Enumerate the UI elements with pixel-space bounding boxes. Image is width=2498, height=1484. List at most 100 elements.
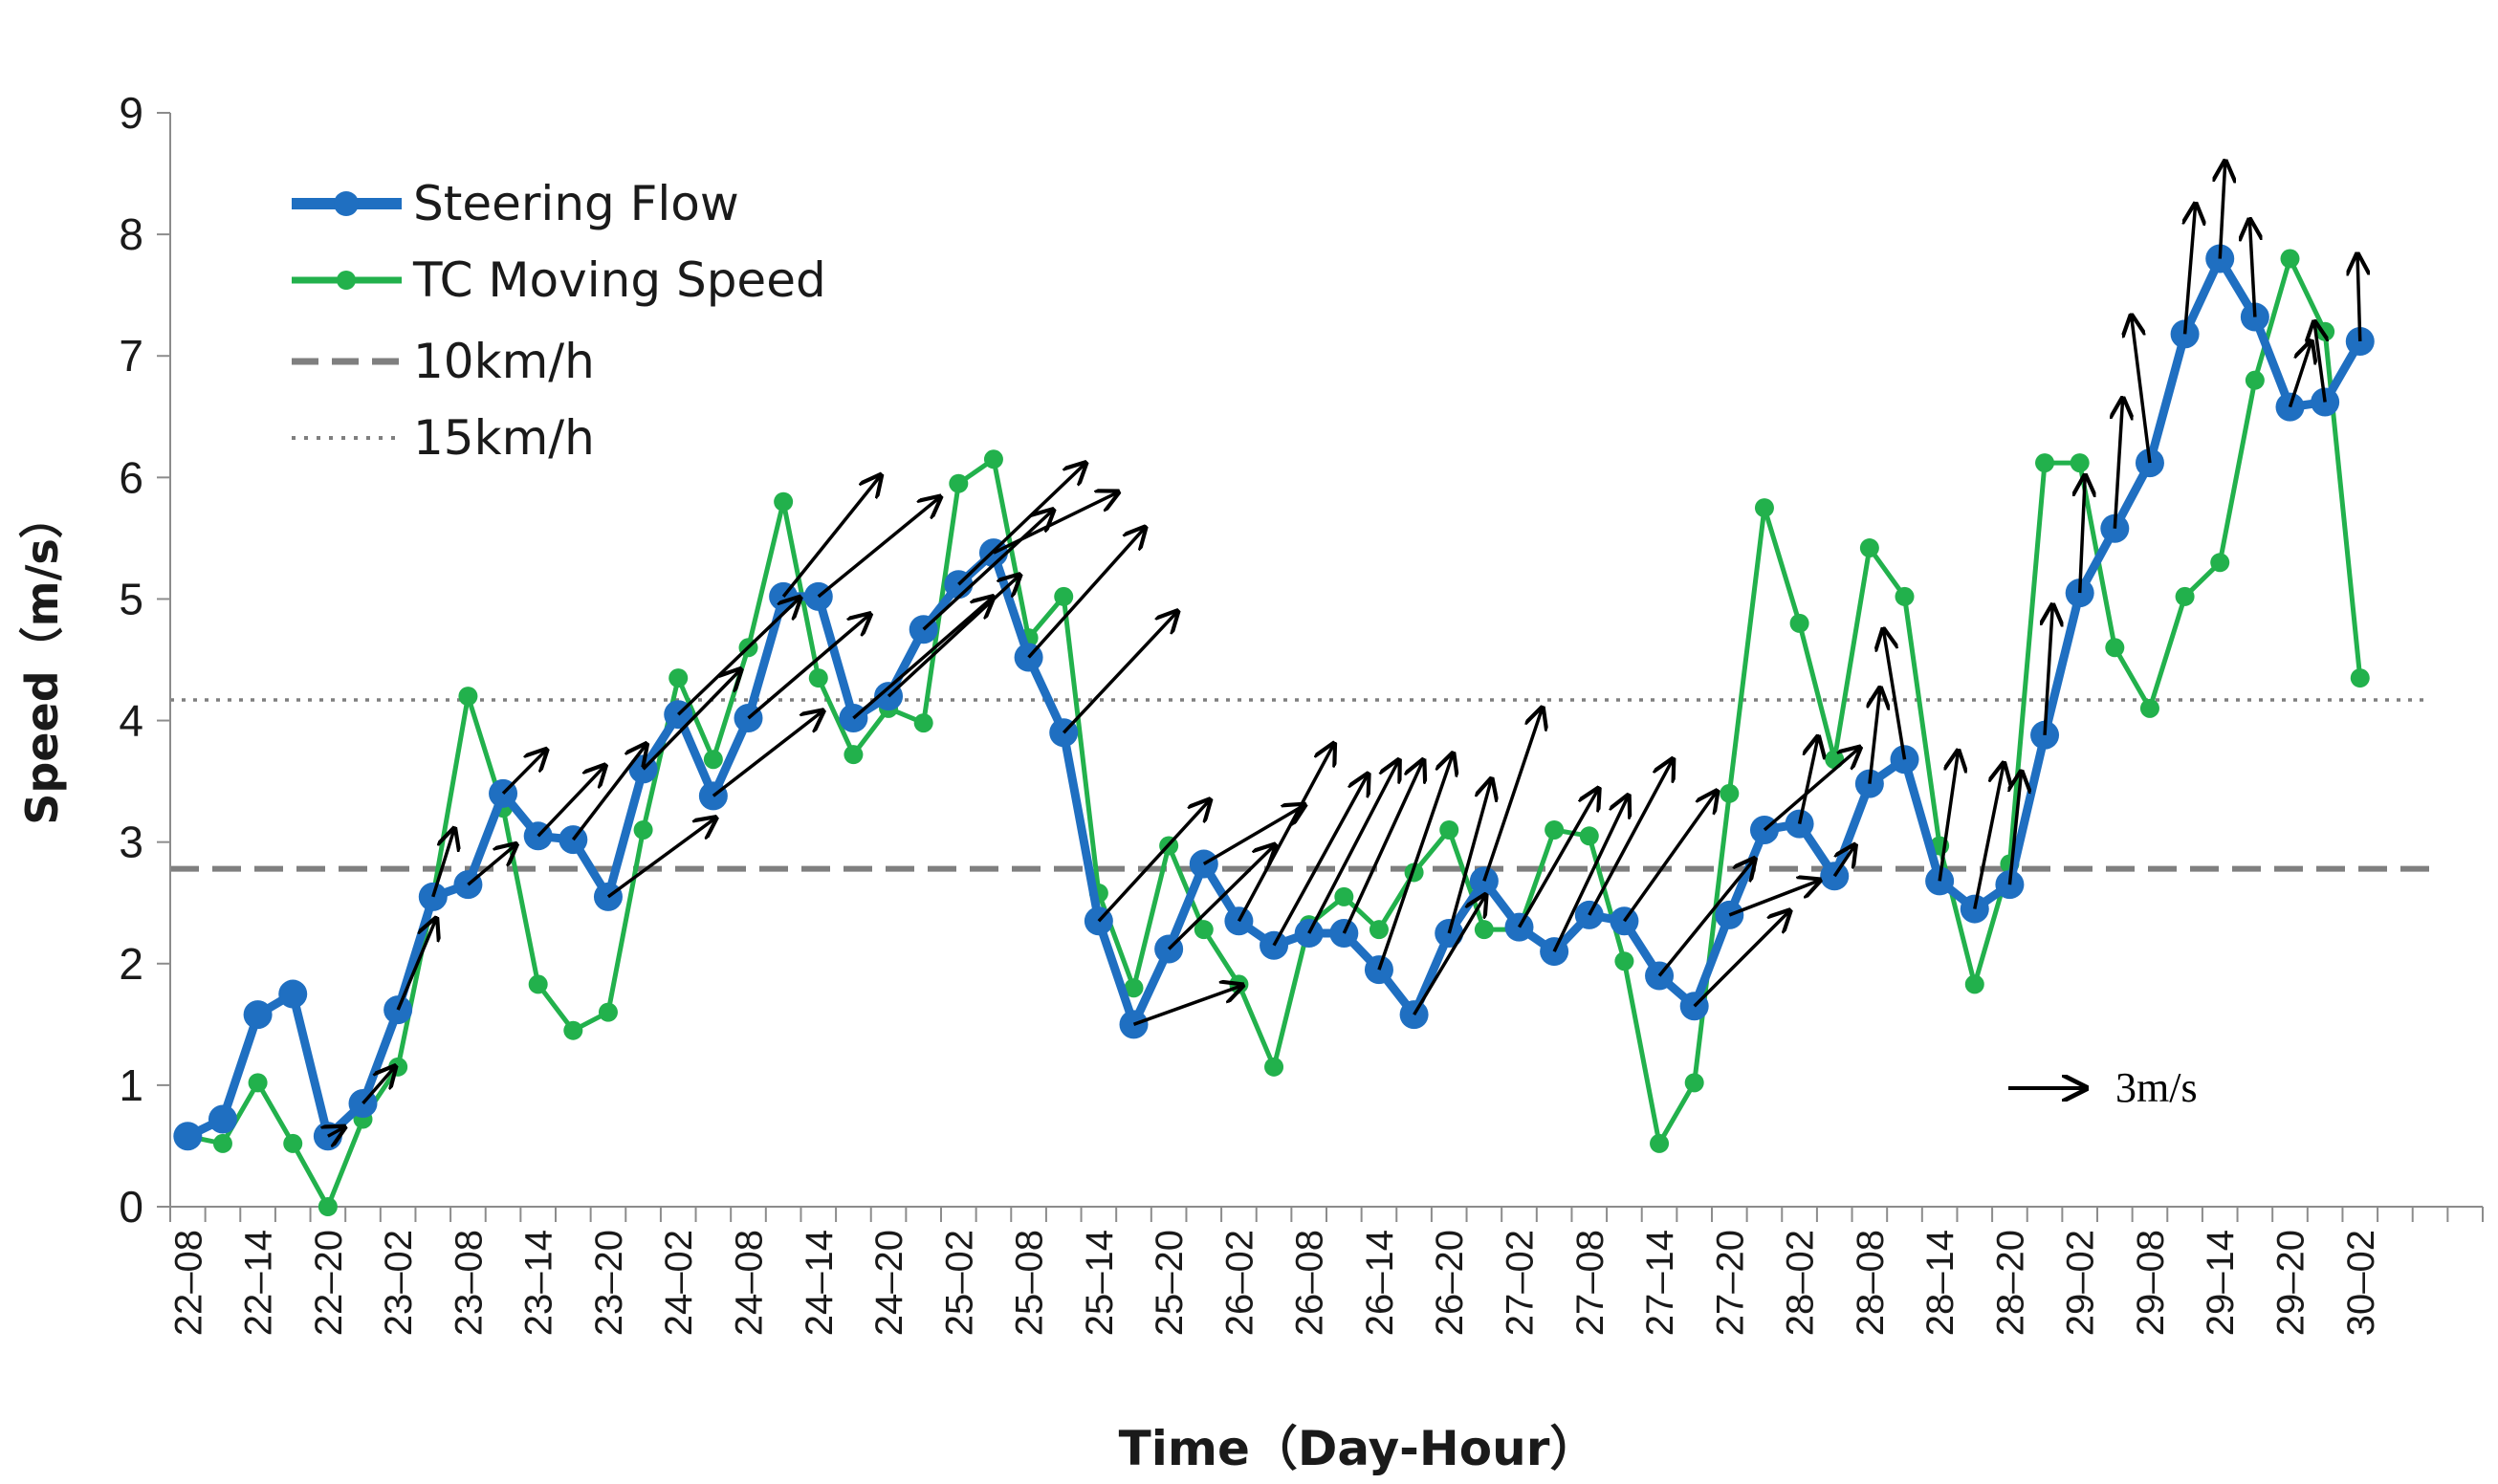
steering-arrow	[1728, 881, 1819, 917]
steering-arrow	[922, 511, 1053, 631]
steering-arrow	[606, 818, 715, 899]
steering-arrow	[1763, 748, 1859, 832]
steering-arrow	[1342, 761, 1423, 934]
tc-speed-point	[1194, 920, 1214, 940]
steering-arrow	[2080, 477, 2086, 594]
steering-arrow	[396, 920, 436, 1011]
tc-speed-point	[2245, 370, 2265, 390]
y-ticks: 0 1 2 3 4 5 6 7 8 9	[119, 88, 170, 1232]
x-tick-label: 27–14	[1639, 1230, 1681, 1336]
steering-arrow	[817, 497, 940, 599]
x-tick-label: 28–14	[1919, 1230, 1961, 1336]
steering-arrow	[1797, 738, 1818, 824]
x-tick-label: 23–02	[378, 1230, 420, 1336]
x-tick-label: 28–08	[1850, 1230, 1892, 1336]
y-tick-label: 1	[119, 1060, 143, 1110]
steering-arrow	[1027, 528, 1145, 659]
y-axis-title: Speed（m/s）	[16, 494, 68, 825]
steering-arrow	[1884, 630, 1907, 760]
x-tick-label: 25–02	[938, 1230, 980, 1336]
tc-speed-point	[1614, 951, 1634, 971]
x-tick-label: 28–02	[1780, 1230, 1822, 1336]
x-tick-label: 29–14	[2200, 1230, 2242, 1336]
x-tick-label: 27–08	[1569, 1230, 1611, 1336]
tc-speed-point	[2175, 586, 2195, 606]
tc-speed-point	[1369, 920, 1389, 940]
x-tick-label: 24–02	[658, 1230, 700, 1336]
y-tick-label: 7	[119, 331, 143, 381]
steering-arrow	[2132, 316, 2152, 464]
steering-arrow	[431, 830, 454, 898]
steering-arrow	[1938, 752, 1958, 882]
tc-speed-point	[2070, 453, 2090, 473]
steering-arrow	[642, 670, 740, 771]
x-tick-label: 29–02	[2060, 1230, 2102, 1336]
x-tick-label: 25–08	[1009, 1230, 1051, 1336]
steering-arrow	[993, 492, 1117, 555]
legend: Steering Flow TC Moving Speed 10km/h 15k…	[292, 176, 826, 466]
steering-flow-point	[243, 1000, 273, 1030]
x-tick-label: 26–08	[1289, 1230, 1331, 1336]
steering-arrow	[781, 476, 880, 598]
steering-arrow	[1132, 986, 1242, 1026]
steering-arrow	[677, 599, 800, 716]
tc-speed-point	[1789, 613, 1809, 633]
steering-flow-point	[278, 979, 308, 1009]
steering-arrow	[467, 845, 515, 886]
x-tick-label: 24–08	[729, 1230, 771, 1336]
x-tick-label: 27–02	[1500, 1230, 1542, 1336]
tc-speed-point	[212, 1133, 232, 1153]
tc-speed-point	[668, 668, 689, 688]
x-tick-label: 25–14	[1079, 1230, 1121, 1336]
y-tick-label: 0	[119, 1182, 143, 1232]
tc-speed-point	[318, 1197, 338, 1216]
tc-speed-point	[1264, 1057, 1284, 1077]
steering-arrow	[957, 464, 1085, 586]
x-tick-label: 22–08	[167, 1230, 209, 1336]
steering-arrow	[1307, 761, 1399, 934]
y-tick-label: 8	[119, 209, 143, 259]
steering-arrow	[1517, 790, 1599, 928]
steering-arrow	[747, 615, 870, 720]
steering-arrow	[362, 1067, 395, 1105]
y-tick-label: 2	[119, 939, 143, 989]
steering-arrow	[852, 598, 992, 720]
steering-arrow	[1588, 760, 1673, 916]
tc-speed-point	[1124, 978, 1144, 998]
y-tick-label: 9	[119, 88, 143, 138]
steering-arrow	[1097, 800, 1210, 923]
steering-flow-point	[173, 1122, 203, 1151]
steering-arrow	[537, 766, 604, 838]
x-tick-label: 23–14	[518, 1230, 560, 1336]
steering-arrow	[2115, 400, 2122, 529]
tc-speed-point	[2105, 638, 2125, 658]
steering-arrow	[1272, 775, 1368, 947]
steering-arrow	[1622, 792, 1716, 923]
steering-arrow	[1693, 911, 1789, 1008]
arrow-scale-key: 3m/s	[2008, 1064, 2198, 1111]
tc-speed-point	[1054, 586, 1074, 606]
tc-speed-point	[983, 449, 1003, 469]
steering-arrow	[887, 576, 1019, 698]
steering-arrow	[1447, 780, 1491, 934]
x-tick-label: 27–20	[1709, 1230, 1751, 1336]
tc-speed-point	[2210, 553, 2230, 573]
steering-arrow	[712, 711, 822, 797]
tc-speed-point	[1684, 1073, 1704, 1093]
steering-arrow	[328, 1127, 344, 1136]
tc-speed-point	[1439, 819, 1459, 840]
steering-arrow	[1413, 896, 1485, 1016]
steering-arrow	[571, 745, 646, 841]
tc-speed-point	[458, 687, 478, 707]
steering-arrow	[2314, 323, 2325, 403]
tc-speed-point	[1474, 920, 1494, 940]
tc-speed-point	[1545, 819, 1565, 840]
x-axis-title: Time（Day-Hour）	[1119, 1421, 1598, 1476]
steering-flow-line	[186, 254, 2364, 1141]
steering-arrow	[1237, 745, 1333, 923]
steering-flow-point	[208, 1104, 237, 1134]
tc-speed-point	[1825, 750, 1845, 770]
y-tick-label: 6	[119, 452, 143, 502]
steering-arrow	[2357, 255, 2360, 342]
tc-speed-point	[808, 668, 828, 688]
